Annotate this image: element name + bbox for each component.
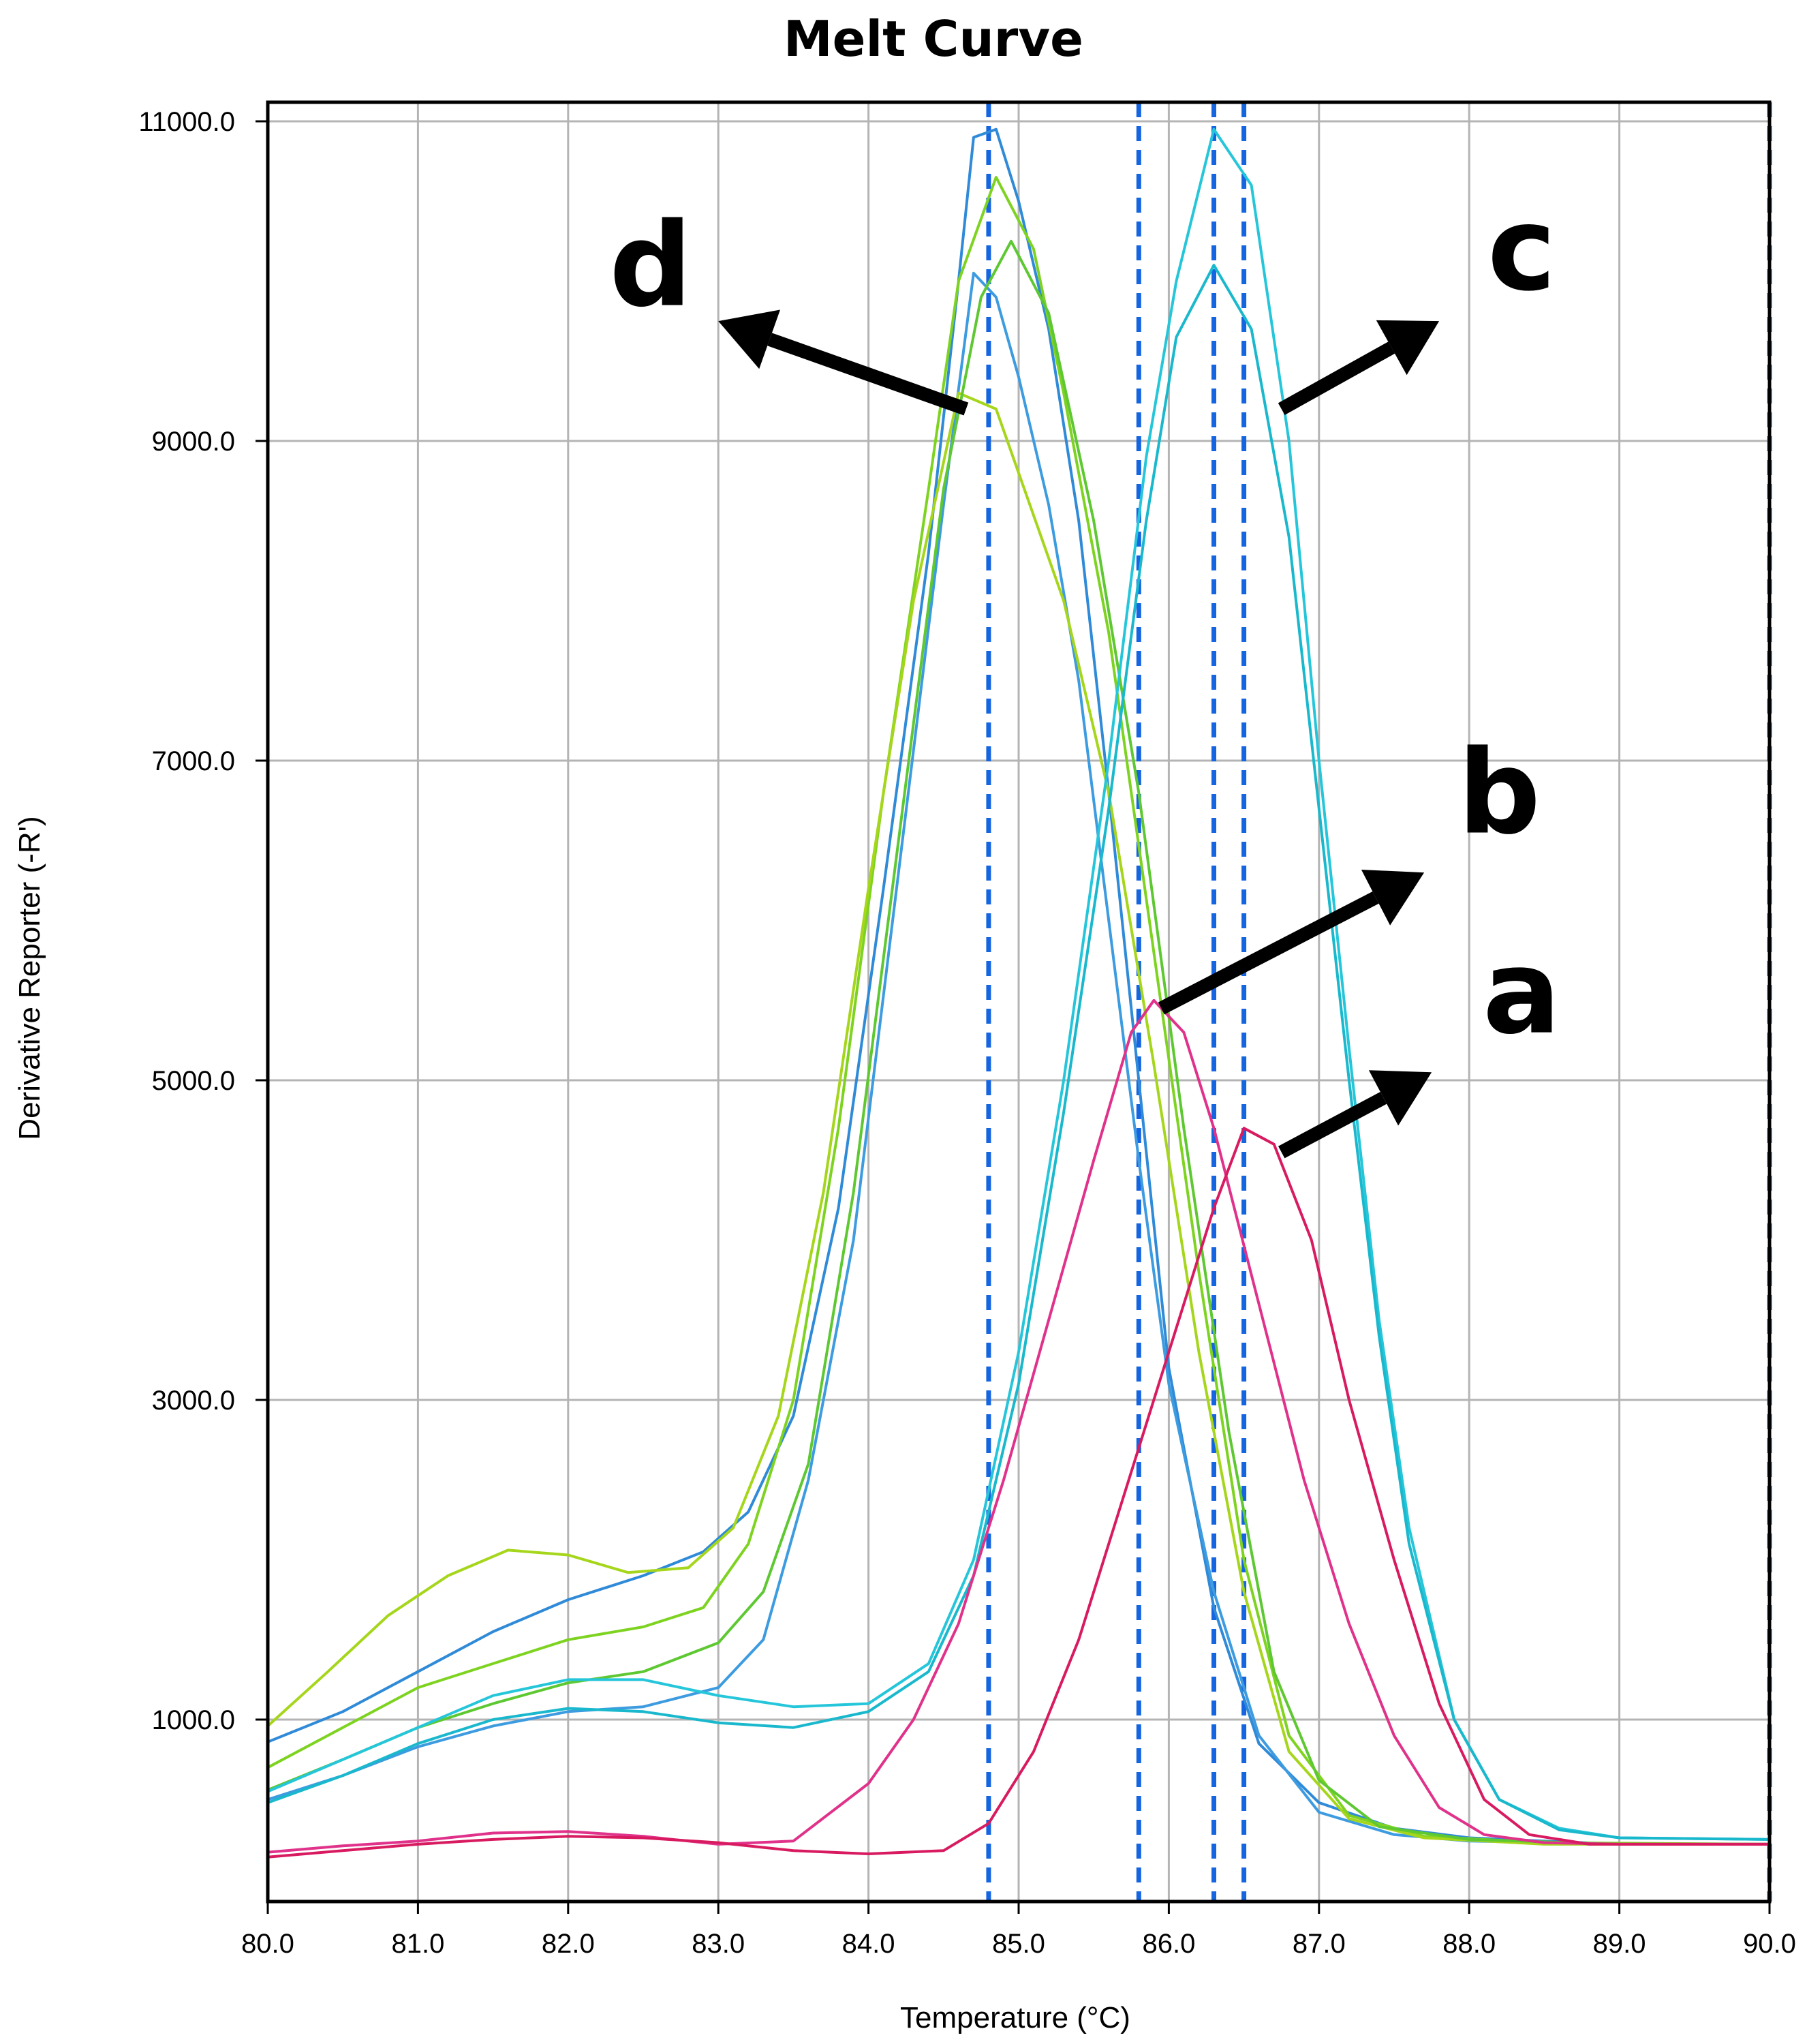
annotation-arrow-head-d xyxy=(718,309,780,369)
annotation-arrow-shaft-a xyxy=(1278,1092,1387,1159)
peak-markers xyxy=(986,102,1772,1902)
x-tick-label: 89.0 xyxy=(1593,1929,1646,1959)
x-tick-label: 85.0 xyxy=(992,1929,1045,1959)
y-tick-label: 9000.0 xyxy=(152,427,235,457)
y-tick-label: 3000.0 xyxy=(152,1386,235,1416)
x-tick-labels: 80.0 81.0 82.0 83.0 84.0 85.0 86.0 87.0 88.0 89.0… xyxy=(241,1902,1796,1959)
annotation-label-c: c xyxy=(1487,182,1556,317)
annotation-arrow-head-a xyxy=(1368,1070,1432,1126)
series-line-d-green-2 xyxy=(266,391,1770,1846)
x-tick-label: 87.0 xyxy=(1293,1929,1346,1959)
x-tick-label: 88.0 xyxy=(1442,1929,1496,1959)
annotation-label-b: b xyxy=(1457,726,1541,861)
y-tick-label: 5000.0 xyxy=(152,1066,235,1096)
annotation-arrow-head-b xyxy=(1361,870,1425,926)
y-tick-label: 7000.0 xyxy=(152,746,235,776)
chart-title: Melt Curve xyxy=(784,10,1083,67)
series-line-b-magenta xyxy=(267,998,1770,1854)
series-lines xyxy=(266,127,1770,1859)
annotation-label-a: a xyxy=(1483,926,1561,1061)
y-tick-label: 11000.0 xyxy=(138,107,235,137)
series-line-d-green-1 xyxy=(267,176,1770,1846)
series-line-c-cyan-2 xyxy=(267,264,1770,1841)
series-line-d-green-3 xyxy=(267,239,1770,1846)
series-line-a-magenta xyxy=(267,1127,1770,1859)
annotation-arrow-head-c xyxy=(1376,320,1440,376)
x-tick-label: 84.0 xyxy=(842,1929,895,1959)
annotation-arrow-shaft-b xyxy=(1158,891,1379,1015)
x-tick-label: 82.0 xyxy=(542,1929,595,1959)
y-axis-label: Derivative Reporter (-R') xyxy=(13,816,46,1140)
annotations: d c ba xyxy=(609,182,1561,1159)
x-tick-label: 86.0 xyxy=(1142,1929,1195,1959)
annotation-arrow-shaft-c xyxy=(1278,341,1395,415)
x-tick-label: 81.0 xyxy=(391,1929,444,1959)
y-tick-labels: 1000.0 3000.0 5000.0 7000.0 9000.0 11000.0 xyxy=(138,107,268,1735)
annotation-label-d: d xyxy=(609,198,692,333)
annotation-arrow-shaft-d xyxy=(767,333,969,416)
x-tick-label: 83.0 xyxy=(692,1929,745,1959)
y-tick-label: 1000.0 xyxy=(152,1705,235,1735)
x-tick-label: 90.0 xyxy=(1743,1929,1796,1959)
x-axis-label: Temperature (°C) xyxy=(900,2001,1130,2034)
x-tick-label: 80.0 xyxy=(241,1929,294,1959)
series-line-c-cyan-1 xyxy=(267,127,1770,1841)
